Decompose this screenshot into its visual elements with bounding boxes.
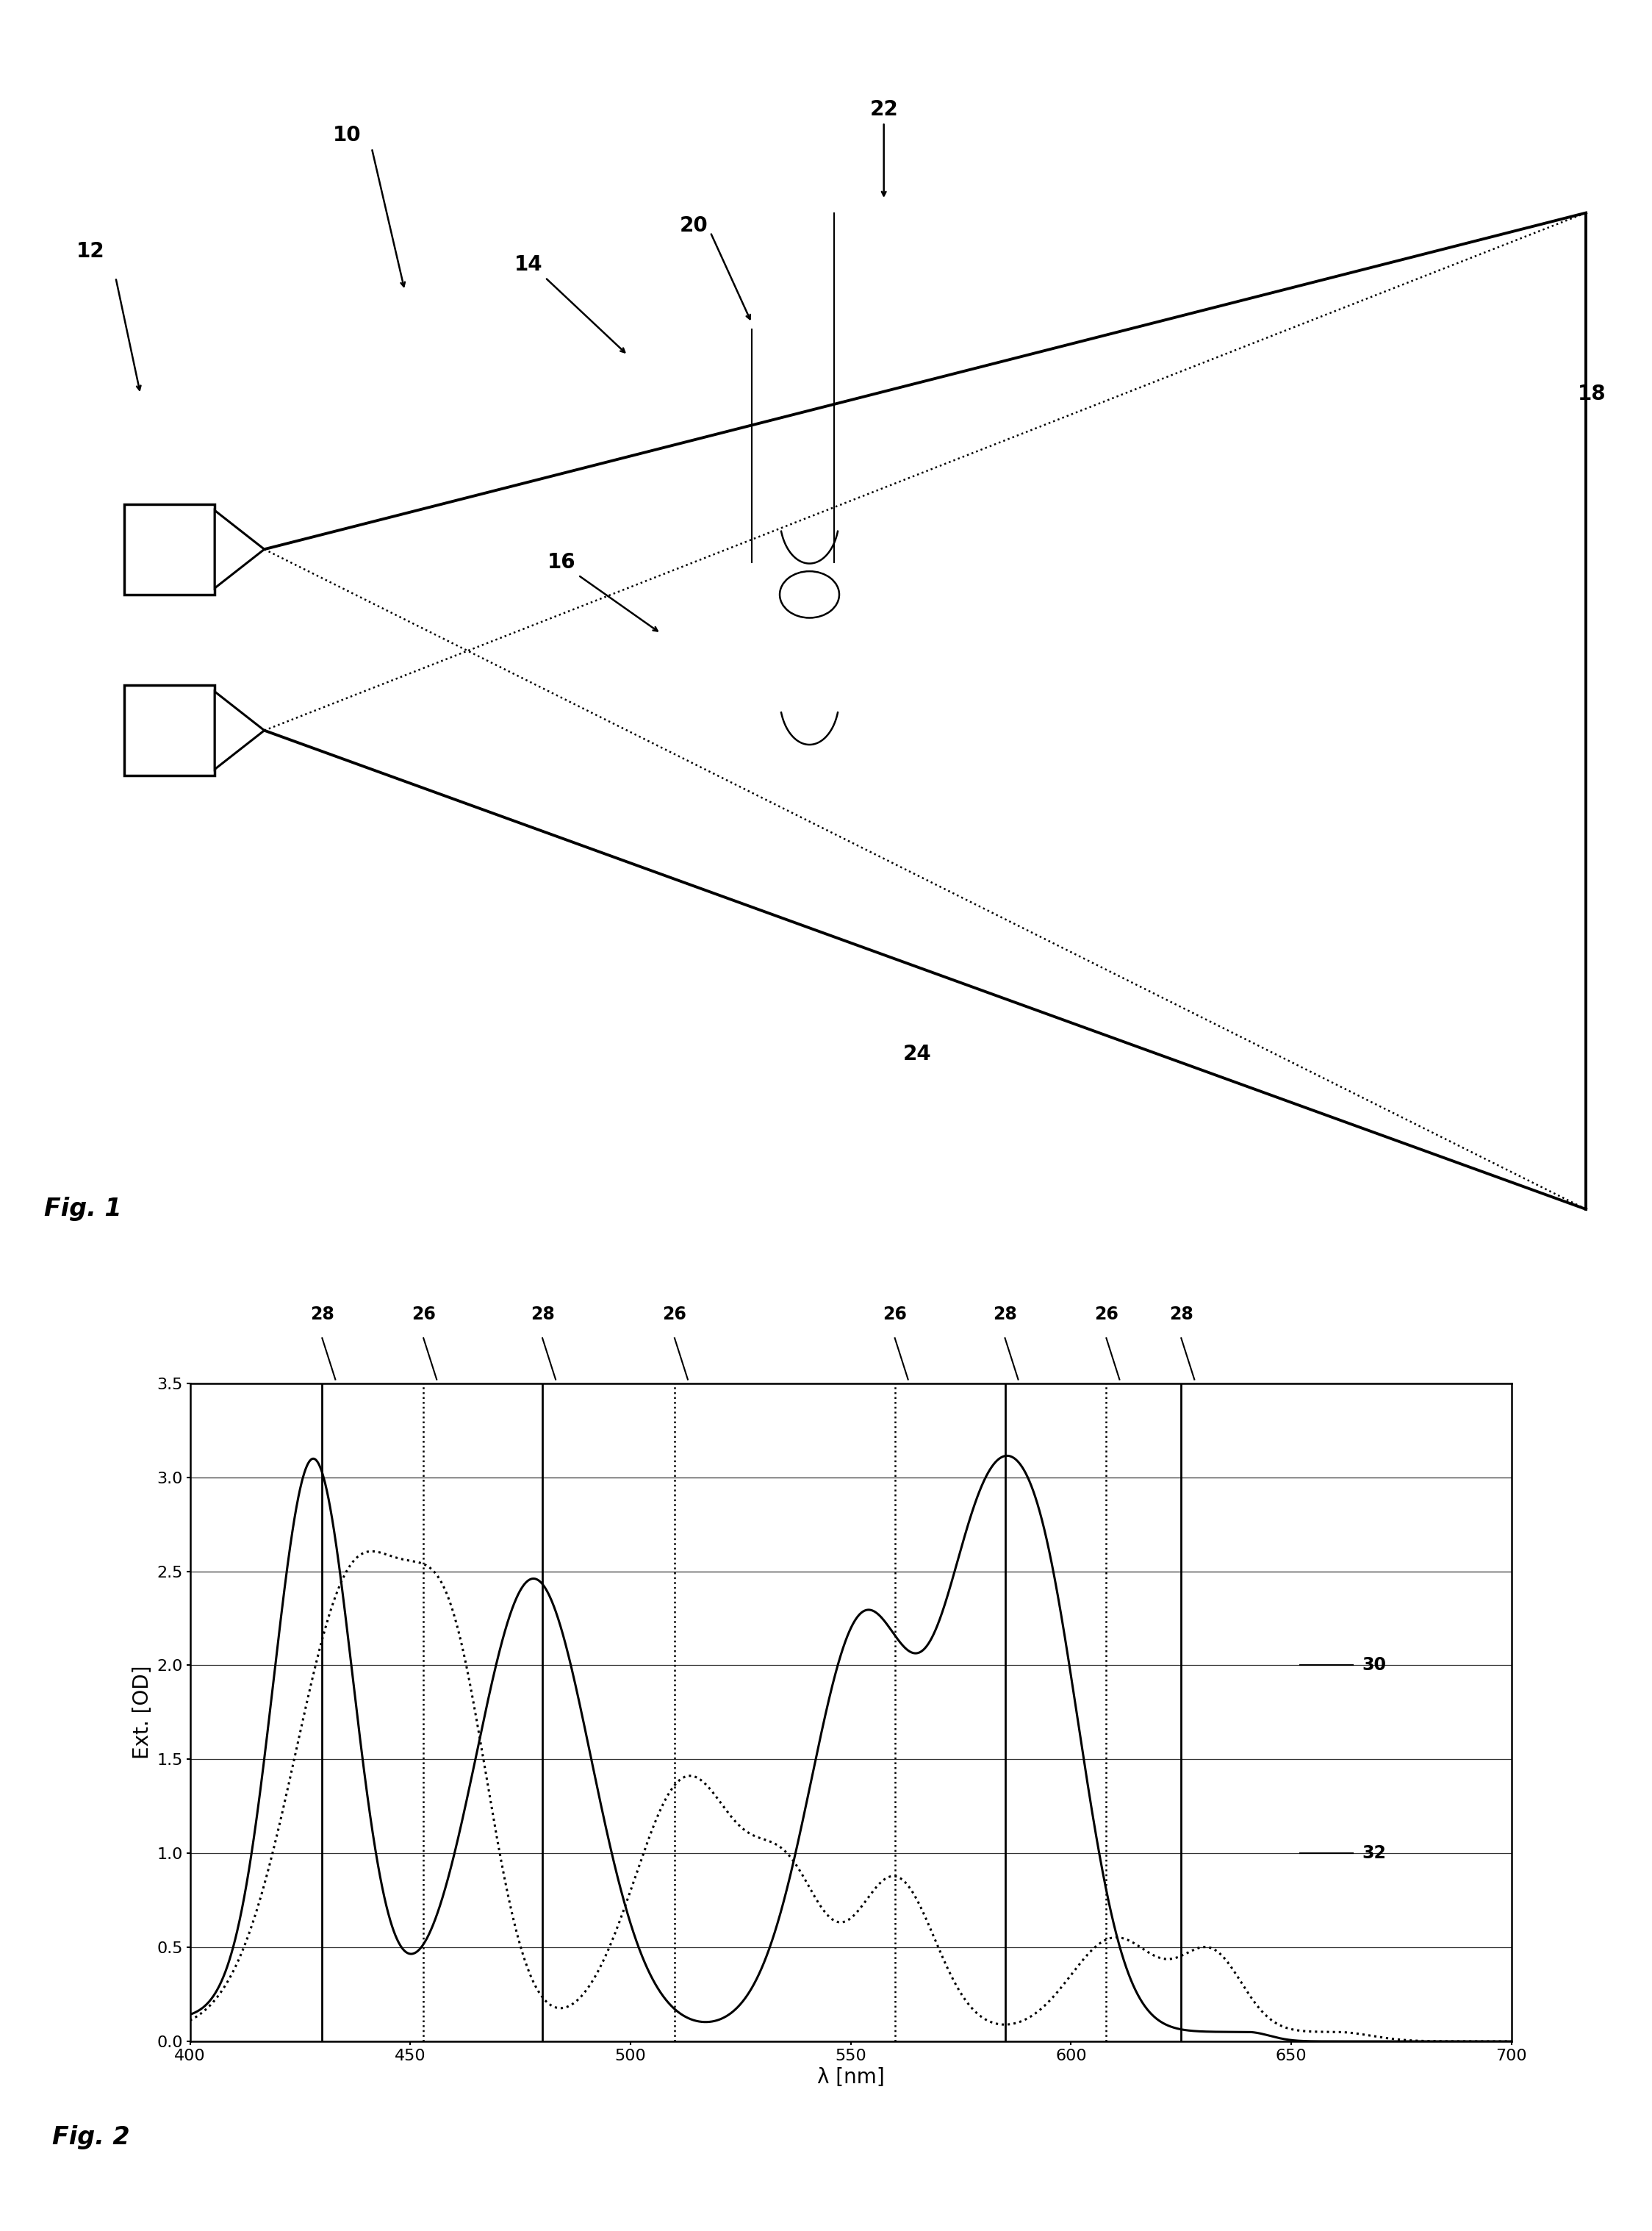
Text: 28: 28 (1170, 1305, 1193, 1323)
Text: 20: 20 (679, 216, 709, 236)
Text: 30: 30 (1361, 1655, 1386, 1673)
Text: 32: 32 (1361, 1845, 1386, 1863)
Text: 28: 28 (993, 1305, 1018, 1323)
Polygon shape (215, 511, 264, 589)
Text: Fig. 1: Fig. 1 (45, 1198, 121, 1220)
Text: 18: 18 (1578, 384, 1606, 404)
Text: 12: 12 (76, 241, 106, 261)
Text: 26: 26 (411, 1305, 436, 1323)
Bar (124, 504, 215, 596)
Text: 24: 24 (902, 1044, 932, 1064)
Text: Fig. 2: Fig. 2 (53, 2126, 129, 2148)
Text: 26: 26 (882, 1305, 907, 1323)
X-axis label: λ [nm]: λ [nm] (818, 2068, 884, 2088)
Text: 14: 14 (514, 254, 544, 274)
Text: 16: 16 (547, 551, 577, 573)
Text: 26: 26 (1094, 1305, 1118, 1323)
Text: 10: 10 (332, 125, 362, 145)
Polygon shape (215, 692, 264, 770)
Text: 22: 22 (869, 98, 899, 120)
Text: 26: 26 (662, 1305, 687, 1323)
Text: 28: 28 (311, 1305, 334, 1323)
Bar (124, 685, 215, 776)
Y-axis label: Ext. [OD]: Ext. [OD] (132, 1664, 152, 1760)
Text: 28: 28 (530, 1305, 555, 1323)
